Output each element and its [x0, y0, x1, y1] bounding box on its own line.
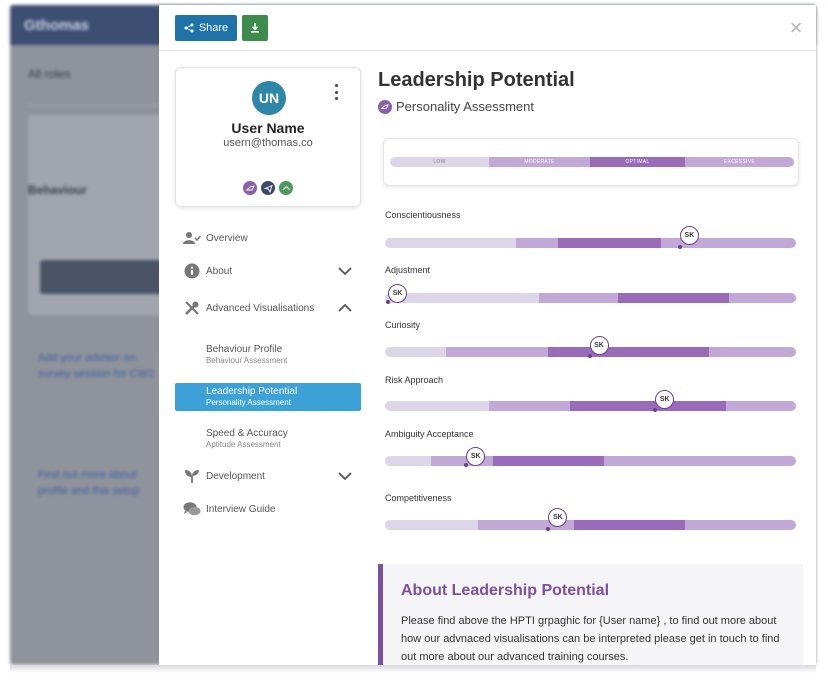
close-icon[interactable]: ×: [789, 15, 803, 40]
sub-item-speed-accuracy[interactable]: Speed & Accuracy Aptitude Assessment: [175, 425, 361, 453]
modal-header: Share ×: [159, 5, 816, 51]
score-legend: LOW MODERATE OPTIMAL EXCESSIVE: [383, 138, 799, 186]
share-button[interactable]: Share: [175, 15, 237, 41]
background-text-1: Add your advisor on survey session for C…: [38, 352, 155, 380]
personality-assessment-icon: [378, 99, 392, 114]
share-label: Share: [198, 22, 229, 34]
scale-label: Curiosity: [385, 320, 421, 330]
sub-item-behaviour-profile[interactable]: Behaviour Profile Behaviour Assessment: [175, 341, 361, 369]
user-name: User Name: [231, 120, 305, 136]
page-subtitle: Personality Assessment: [378, 99, 534, 114]
profile-card: UN User Name usern@thomas.co: [175, 67, 361, 207]
legend-low: LOW: [390, 157, 489, 167]
scale-label: Conscientiousness: [385, 210, 461, 220]
background-filter: All roles: [28, 67, 71, 81]
personality-badge-icon: [242, 180, 258, 196]
assessment-badges: [242, 180, 294, 196]
page-title: Leadership Potential: [378, 69, 575, 91]
sub-item-title: Leadership Potential: [206, 386, 298, 397]
behaviour-badge-icon: [260, 180, 276, 196]
nav-item-overview[interactable]: Overview: [175, 225, 361, 251]
scale-track: [385, 293, 796, 303]
about-panel: About Leadership Potential Please find a…: [378, 564, 803, 665]
chevron-down-icon[interactable]: [338, 264, 352, 278]
sub-item-desc: Aptitude Assessment: [206, 440, 281, 449]
score-marker[interactable]: SK: [679, 226, 699, 245]
legend-excessive: EXCESSIVE: [685, 157, 794, 167]
scale-track: [385, 238, 796, 248]
scale-track: [385, 401, 796, 411]
background-button: [40, 260, 165, 294]
nav-item-development[interactable]: Development: [175, 463, 361, 489]
page-subtitle-text: Personality Assessment: [396, 99, 535, 114]
sub-item-desc: Behaviour Assessment: [206, 356, 288, 365]
comments-icon: [183, 500, 201, 518]
about-title: About Leadership Potential: [401, 582, 610, 599]
marker-dot: [386, 300, 391, 304]
user-email: usern@thomas.co: [223, 137, 313, 149]
report-modal: Share × UN User Name usern@thomas.co: [159, 5, 816, 665]
legend-moderate: MODERATE: [489, 157, 590, 167]
score-marker[interactable]: SK: [466, 447, 486, 466]
nav-label-interview: Interview Guide: [206, 503, 276, 515]
nav-item-about[interactable]: About: [175, 258, 361, 284]
user-check-icon: [183, 229, 201, 247]
marker-dot: [546, 527, 551, 531]
sub-item-leadership-potential[interactable]: Leadership Potential Personality Assessm…: [175, 383, 361, 411]
scale-track: [385, 456, 796, 466]
marker-dot: [587, 354, 592, 358]
seedling-icon: [183, 467, 201, 485]
download-icon: [251, 23, 259, 33]
nav-item-advanced-visualisations[interactable]: Advanced Visualisations: [175, 295, 361, 321]
more-options-icon[interactable]: [331, 84, 341, 100]
chevron-down-icon[interactable]: [338, 469, 352, 483]
background-logo: Gthomas: [24, 17, 90, 34]
scale-label: Competitiveness: [385, 493, 452, 503]
download-button[interactable]: [242, 15, 268, 41]
share-icon: [184, 23, 194, 33]
avatar: UN: [252, 81, 286, 115]
sub-item-title: Speed & Accuracy: [206, 428, 288, 439]
sub-item-desc: Personality Assessment: [206, 398, 291, 407]
about-body: Please find above the HPTI grpaghic for …: [401, 615, 780, 663]
legend-bar: LOW MODERATE OPTIMAL EXCESSIVE: [390, 157, 794, 167]
nav-label-development: Development: [206, 470, 265, 482]
nav-label-advanced: Advanced Visualisations: [206, 302, 315, 314]
sub-item-title: Behaviour Profile: [206, 344, 283, 355]
nav-item-interview-guide[interactable]: Interview Guide: [175, 496, 361, 522]
modal-bottom-shadow: [10, 665, 816, 673]
score-marker[interactable]: SK: [388, 284, 408, 303]
info-icon: [183, 262, 201, 280]
chevron-up-icon[interactable]: [338, 301, 352, 315]
nav-label-about: About: [206, 265, 233, 277]
marker-dot: [464, 463, 469, 467]
legend-optimal: OPTIMAL: [590, 157, 685, 167]
background-divider: [28, 105, 178, 106]
background-text-2: Find out more about profile and this set…: [38, 469, 140, 497]
score-marker[interactable]: SK: [655, 390, 675, 409]
scale-label: Adjustment: [385, 265, 431, 275]
marker-dot: [653, 408, 658, 412]
tools-icon: [183, 299, 201, 317]
scale-label: Ambiguity Acceptance: [385, 429, 474, 439]
scale-track: [385, 520, 796, 530]
scale-track: [385, 347, 796, 357]
nav-label-overview: Overview: [206, 232, 248, 244]
scale-label: Risk Approach: [385, 375, 444, 385]
marker-dot: [677, 245, 682, 249]
score-marker[interactable]: SK: [548, 508, 568, 527]
score-marker[interactable]: SK: [589, 336, 609, 355]
aptitude-badge-icon: [278, 180, 294, 196]
background-card-title: Behaviour: [28, 183, 87, 197]
